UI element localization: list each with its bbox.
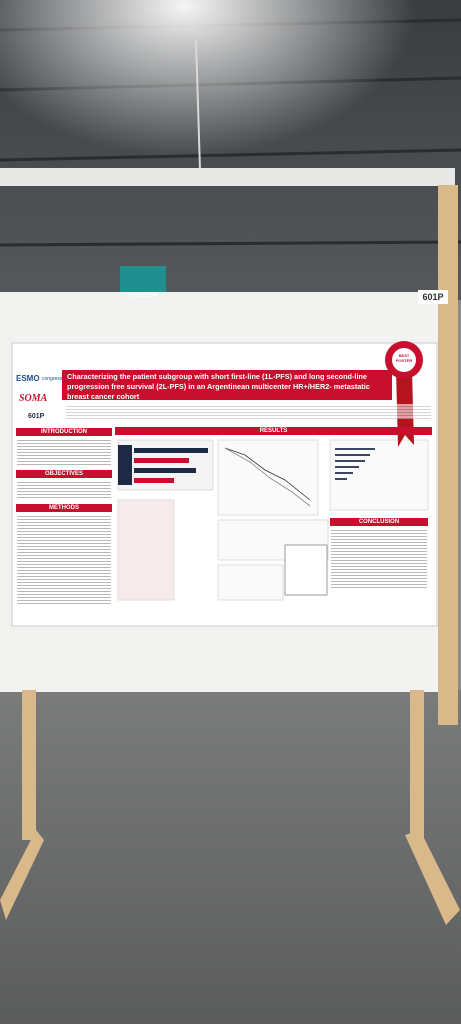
stand-legs (0, 690, 460, 925)
sign-label: POSTER (128, 292, 158, 299)
section-heading: INTRODUCTION (16, 428, 112, 436)
poster-number: 601P (28, 413, 45, 420)
author-list (66, 404, 431, 419)
top-rail (0, 168, 455, 186)
section-text (17, 514, 111, 606)
light-glare (0, 0, 461, 300)
section-text (331, 528, 427, 590)
poster-title: Characterizing the patient subgroup with… (62, 370, 392, 400)
ribbon-label: BEST POSTER (395, 353, 413, 363)
pole (195, 39, 201, 171)
board-number: 601P (418, 290, 448, 304)
stand-post (438, 185, 458, 725)
section-heading: RESULTS (115, 427, 432, 435)
logo: congress (42, 376, 63, 382)
floor (0, 690, 461, 1024)
section-heading: METHODS (16, 504, 112, 512)
figures (117, 439, 429, 601)
logo: ESMO (16, 374, 40, 383)
section-heading: CONCLUSION (330, 518, 428, 526)
section-heading: OBJECTIVES (16, 470, 112, 478)
section-text (17, 438, 111, 466)
logo: SOMA (19, 393, 48, 404)
section-text (17, 480, 111, 500)
